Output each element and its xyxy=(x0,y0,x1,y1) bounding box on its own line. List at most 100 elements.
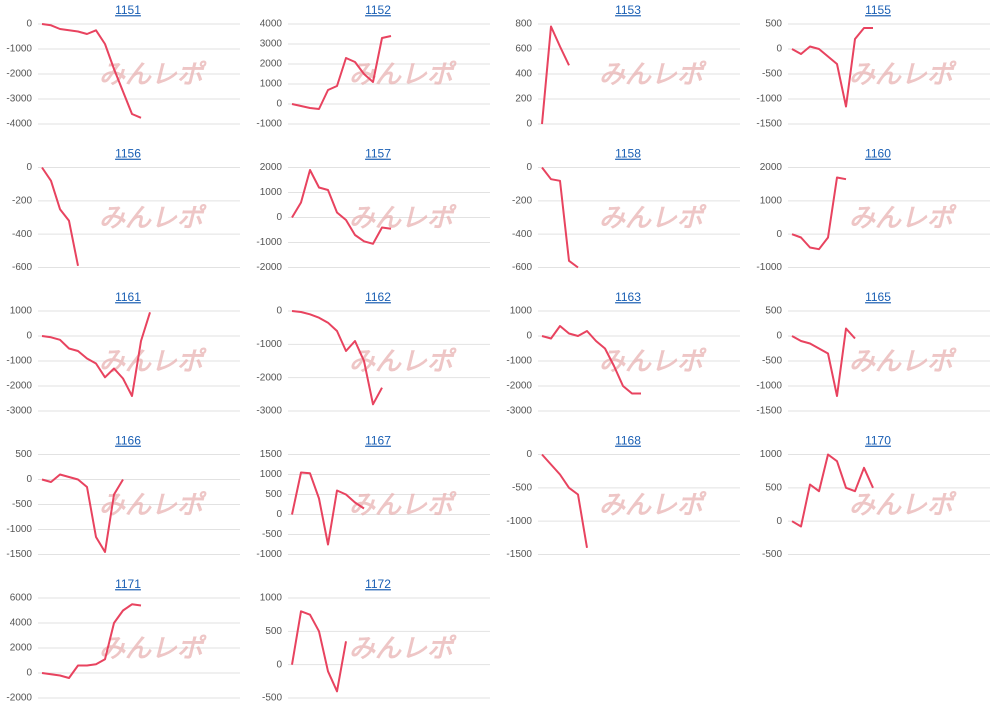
data-line xyxy=(791,176,847,251)
y-tick-label: 1500 xyxy=(260,449,283,460)
y-tick-label: 0 xyxy=(26,474,32,485)
y-tick-label: -1000 xyxy=(256,339,282,350)
y-tick-label: 6000 xyxy=(10,593,33,604)
watermark: みんレポ xyxy=(599,346,707,376)
data-line xyxy=(541,166,579,269)
data-line xyxy=(41,473,124,553)
y-tick-label: 4000 xyxy=(10,618,33,629)
y-tick-label: -4000 xyxy=(6,119,32,130)
y-tick-label: 800 xyxy=(515,19,532,30)
y-tick-label: -600 xyxy=(12,262,32,273)
chart-title[interactable]: 1165 xyxy=(865,290,891,304)
watermark: みんレポ xyxy=(99,346,207,376)
y-tick-label: 0 xyxy=(276,306,282,317)
y-tick-label: 2000 xyxy=(10,643,33,654)
y-tick-label: 0 xyxy=(276,212,282,223)
y-tick-label: -2000 xyxy=(6,693,32,703)
chart-title[interactable]: 1163 xyxy=(615,290,641,304)
y-tick-label: 0 xyxy=(26,668,32,679)
watermark: みんレポ xyxy=(599,489,707,519)
chart-title[interactable]: 1171 xyxy=(115,577,141,591)
y-tick-label: -1000 xyxy=(506,356,532,367)
y-tick-label: -1500 xyxy=(756,119,782,130)
y-tick-label: 0 xyxy=(526,119,532,130)
chart-title[interactable]: 1152 xyxy=(365,3,391,17)
y-tick-label: -500 xyxy=(762,549,782,560)
chart-title[interactable]: 1166 xyxy=(115,434,141,448)
y-tick-label: -1000 xyxy=(256,237,282,248)
chart-title[interactable]: 1160 xyxy=(865,147,891,161)
y-tick-label: 0 xyxy=(276,99,282,110)
chart-title[interactable]: 1172 xyxy=(365,577,391,591)
y-tick-label: 1000 xyxy=(260,469,283,480)
chart-title[interactable]: 1151 xyxy=(115,3,141,17)
chart-title[interactable]: 1170 xyxy=(865,434,891,448)
data-line xyxy=(791,453,874,528)
y-tick-label: -1000 xyxy=(756,381,782,392)
y-tick-label: 1000 xyxy=(10,306,33,317)
y-tick-label: 1000 xyxy=(260,593,283,604)
chart-title[interactable]: 1155 xyxy=(865,3,891,17)
y-tick-label: 0 xyxy=(526,162,532,173)
y-tick-label: -1000 xyxy=(506,516,532,527)
watermark: みんレポ xyxy=(349,59,457,89)
chart-title[interactable]: 1157 xyxy=(365,147,391,161)
y-tick-label: 2000 xyxy=(760,162,783,173)
y-tick-label: 600 xyxy=(515,44,532,55)
y-tick-label: -2000 xyxy=(506,381,532,392)
chart-title[interactable]: 1167 xyxy=(365,434,391,448)
y-tick-label: -400 xyxy=(512,229,532,240)
y-tick-label: -1000 xyxy=(6,524,32,535)
y-tick-label: -400 xyxy=(12,229,32,240)
data-line xyxy=(291,471,365,546)
y-tick-label: 500 xyxy=(765,306,782,317)
y-tick-label: 500 xyxy=(15,449,32,460)
y-tick-label: -1500 xyxy=(756,406,782,417)
chart-title[interactable]: 1153 xyxy=(615,3,641,17)
y-tick-label: -1000 xyxy=(756,262,782,273)
y-tick-label: 2000 xyxy=(260,59,283,70)
y-tick-label: 0 xyxy=(776,516,782,527)
y-tick-label: -1000 xyxy=(756,94,782,105)
watermark: みんレポ xyxy=(599,59,707,89)
watermark: みんレポ xyxy=(99,489,207,519)
data-line xyxy=(541,25,570,125)
y-tick-label: 0 xyxy=(526,449,532,460)
y-tick-label: 0 xyxy=(776,229,782,240)
chart-title[interactable]: 1161 xyxy=(115,290,141,304)
chart-title[interactable]: 1168 xyxy=(615,434,641,448)
watermark: みんレポ xyxy=(849,59,957,89)
y-tick-label: 1000 xyxy=(260,79,283,90)
y-tick-label: -500 xyxy=(762,356,782,367)
watermark: みんレポ xyxy=(99,202,207,232)
y-tick-label: 2000 xyxy=(260,162,283,173)
watermark: みんレポ xyxy=(849,346,957,376)
data-line xyxy=(541,325,641,395)
y-tick-label: 0 xyxy=(776,331,782,342)
watermark: みんレポ xyxy=(349,633,457,663)
y-tick-label: -2000 xyxy=(6,69,32,80)
y-tick-label: 500 xyxy=(765,482,782,493)
y-tick-label: -1000 xyxy=(6,44,32,55)
y-tick-label: 0 xyxy=(26,331,32,342)
data-line xyxy=(41,166,79,266)
y-tick-label: 0 xyxy=(276,509,282,520)
chart-title[interactable]: 1158 xyxy=(615,147,641,161)
y-tick-label: -1000 xyxy=(256,119,282,130)
y-tick-label: 0 xyxy=(276,659,282,670)
data-line xyxy=(291,310,383,406)
y-tick-label: -3000 xyxy=(6,94,32,105)
y-tick-label: 1000 xyxy=(510,306,533,317)
y-tick-label: -500 xyxy=(512,482,532,493)
chart-title[interactable]: 1156 xyxy=(115,147,141,161)
y-tick-label: 400 xyxy=(515,69,532,80)
y-tick-label: 200 xyxy=(515,94,532,105)
y-tick-label: -3000 xyxy=(506,406,532,417)
chart-title[interactable]: 1162 xyxy=(365,290,391,304)
y-tick-label: -200 xyxy=(512,195,532,206)
y-tick-label: -500 xyxy=(12,499,32,510)
y-tick-label: -200 xyxy=(12,195,32,206)
y-tick-label: -1000 xyxy=(6,356,32,367)
data-line xyxy=(791,327,856,397)
